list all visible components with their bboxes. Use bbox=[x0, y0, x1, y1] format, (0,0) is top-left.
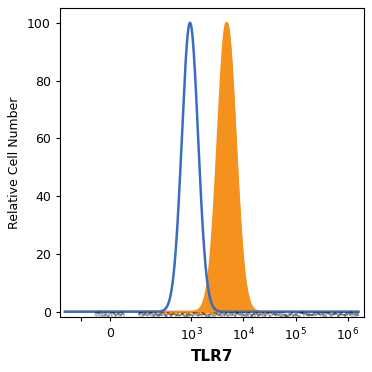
Y-axis label: Relative Cell Number: Relative Cell Number bbox=[8, 97, 21, 229]
X-axis label: TLR7: TLR7 bbox=[190, 349, 233, 364]
